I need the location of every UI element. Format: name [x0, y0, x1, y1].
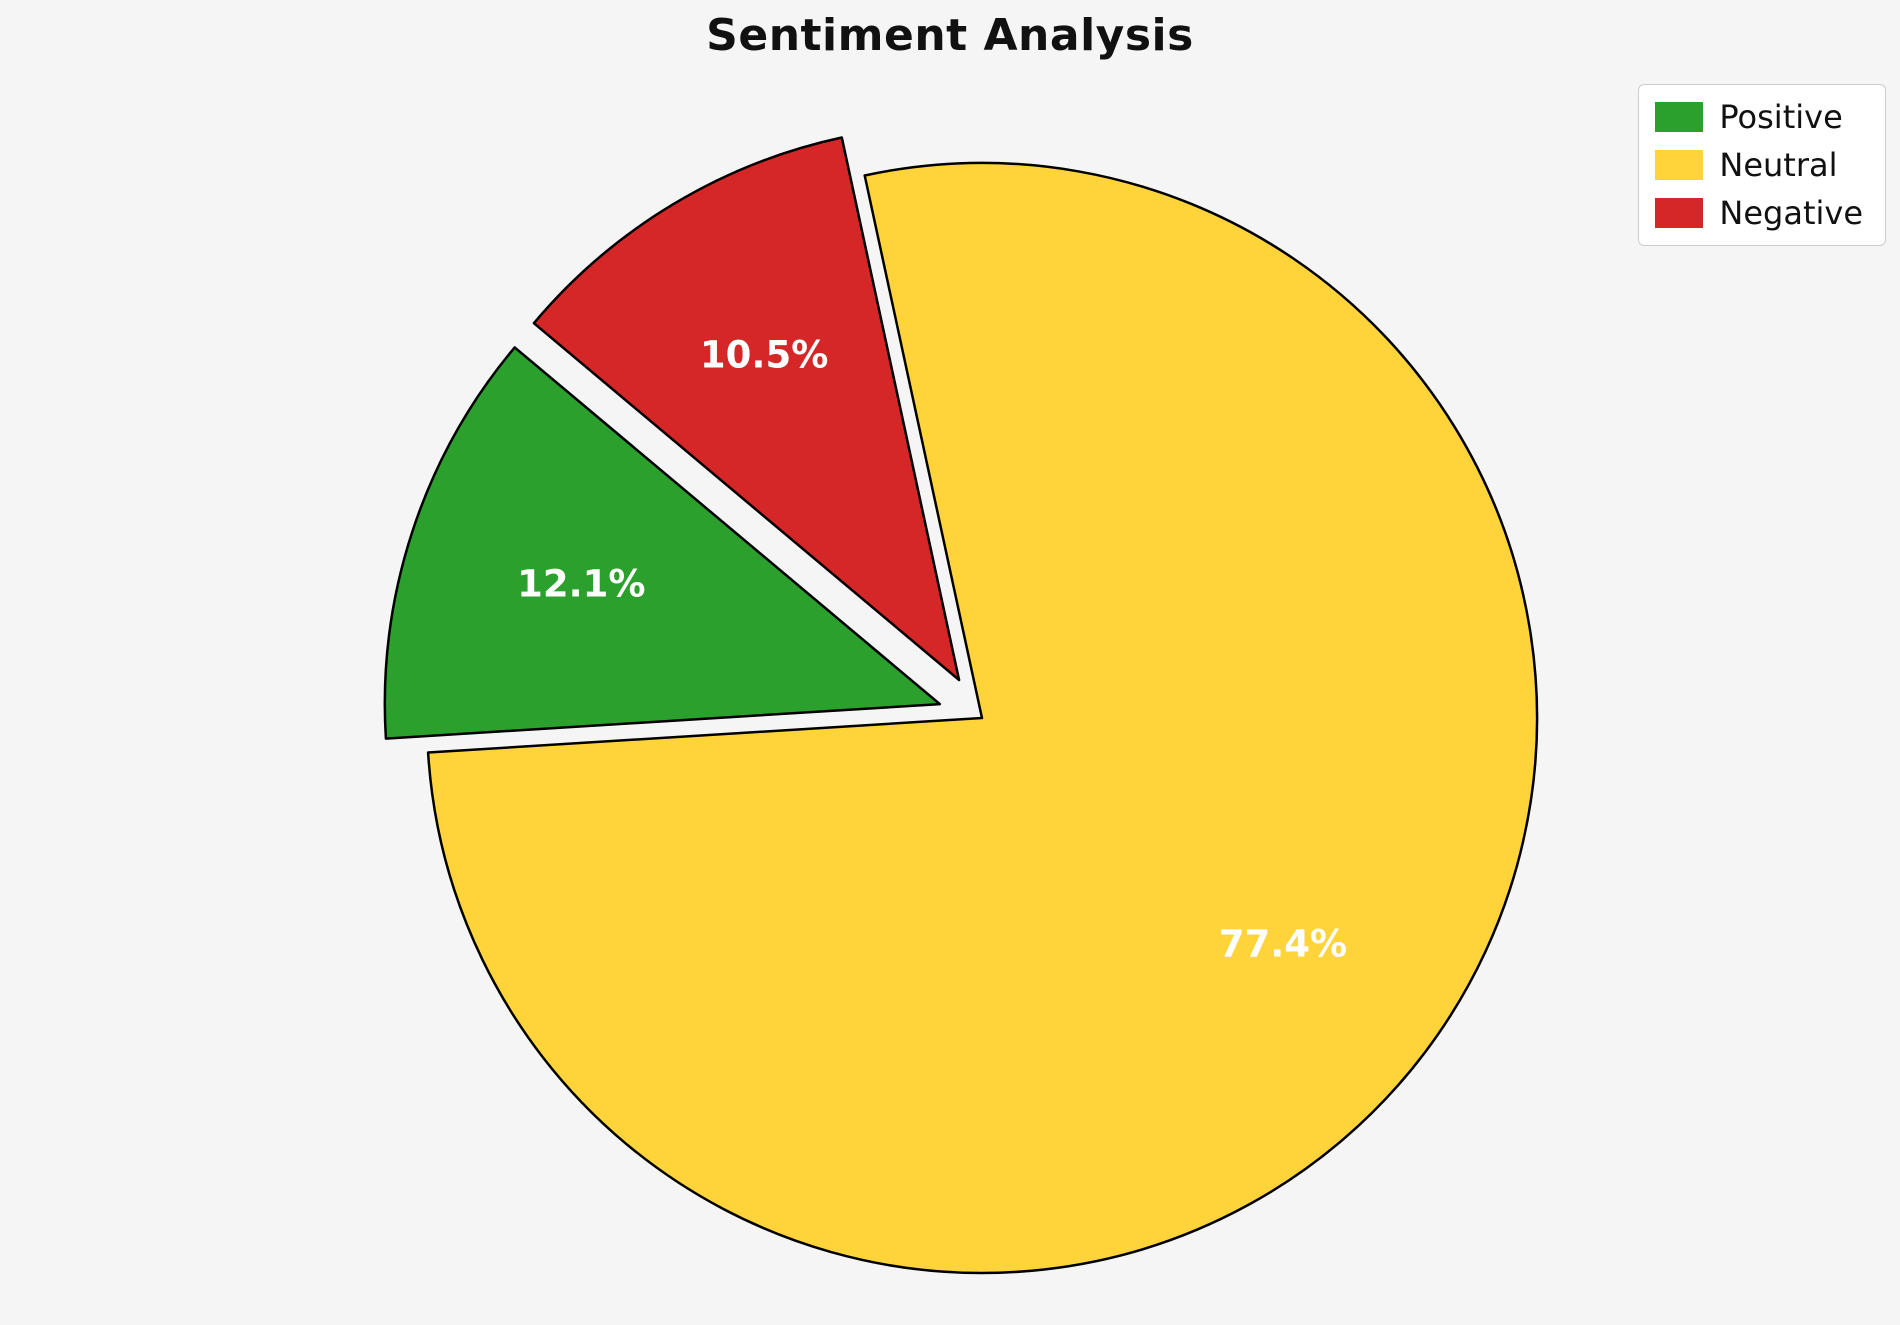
pie-slice-negative [532, 136, 961, 682]
legend-label: Positive [1719, 98, 1843, 136]
legend-label: Negative [1719, 194, 1863, 232]
legend-item-neutral: Neutral [1655, 149, 1863, 181]
pie-label-positive: 12.1% [517, 563, 645, 606]
legend-swatch-negative [1655, 198, 1704, 228]
pie-slice-neutral [426, 161, 1539, 1275]
legend-item-negative: Negative [1655, 197, 1863, 229]
legend: Positive Neutral Negative [1638, 84, 1886, 246]
chart-title: Sentiment Analysis [706, 10, 1194, 61]
pie-label-neutral: 77.4% [1219, 922, 1347, 965]
pie-label-negative: 10.5% [700, 333, 828, 376]
legend-swatch-positive [1655, 102, 1704, 132]
legend-item-positive: Positive [1655, 101, 1863, 133]
legend-swatch-neutral [1655, 150, 1704, 180]
legend-label: Neutral [1719, 146, 1838, 184]
pie-slice-positive [383, 346, 942, 740]
